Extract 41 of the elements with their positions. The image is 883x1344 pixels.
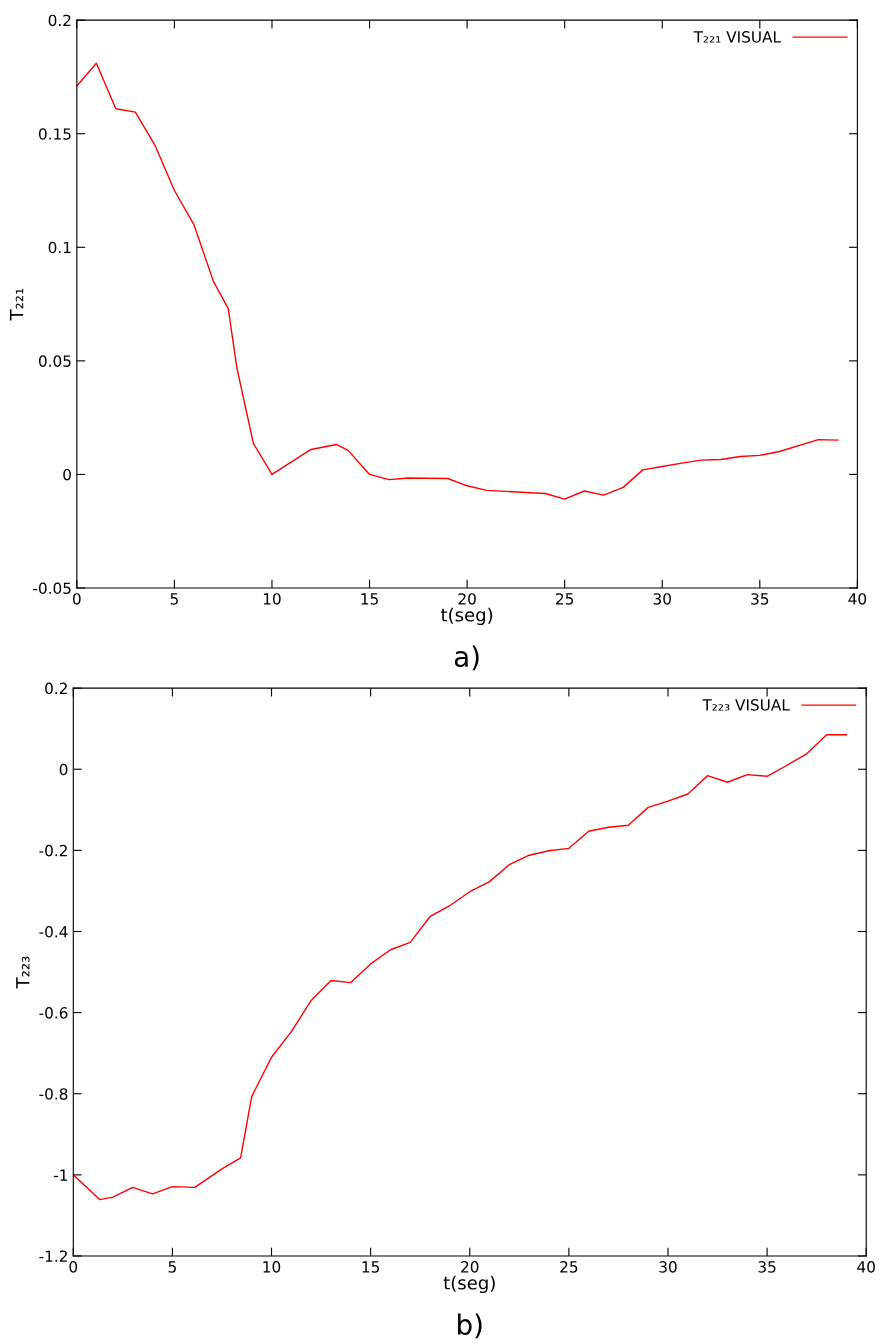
x-tick-label: 35	[751, 593, 769, 605]
x-tick-label: 0	[72, 593, 81, 605]
y-tick-label: 0	[59, 763, 68, 776]
x-tick-label: 15	[362, 1261, 380, 1273]
y-axis-title: T₂₂₁	[9, 288, 24, 321]
y-tick-label: 0.2	[48, 14, 71, 27]
y-tick-label: 0.15	[38, 128, 71, 140]
y-tick-label: -0.2	[39, 844, 67, 857]
y-tick-label: -0.05	[33, 582, 71, 595]
x-tick-label: 30	[659, 1261, 677, 1273]
x-tick-label: 20	[458, 593, 476, 605]
line-series	[73, 734, 848, 1201]
x-axis-title: t(seg)	[443, 1275, 495, 1294]
y-tick-label: -1	[53, 1169, 68, 1181]
y-tick-label: -1.2	[39, 1250, 67, 1262]
y-tick-label: -0.8	[39, 1088, 68, 1100]
y-tick-label: 0.2	[45, 682, 67, 695]
x-tick-label: 30	[653, 593, 671, 605]
y-axis-title: T₂₂₃	[16, 956, 30, 989]
y-tick-label: 0.1	[48, 241, 71, 254]
x-tick-label: 10	[263, 1261, 281, 1273]
text: a)	[454, 645, 479, 671]
line-series	[76, 62, 839, 500]
x-tick-label: 5	[168, 1261, 176, 1273]
y-tick-label: 0.05	[38, 355, 71, 367]
x-tick-label: 5	[170, 593, 178, 605]
x-tick-label: 25	[556, 593, 574, 605]
y-tick-label: -0.4	[39, 925, 68, 938]
x-tick-label: 40	[848, 593, 867, 605]
x-tick-label: 20	[461, 1261, 479, 1273]
y-tick-label: 0	[63, 468, 71, 481]
x-tick-label: 25	[560, 1261, 578, 1273]
legend-label: T₂₂₃ VISUAL	[702, 699, 790, 711]
text: b)	[458, 1313, 482, 1339]
legend-label: T₂₂₁ VISUAL	[693, 31, 781, 43]
x-tick-label: 40	[857, 1261, 875, 1273]
x-tick-label: 15	[361, 593, 378, 605]
y-tick-label: -0.6	[39, 1007, 68, 1019]
x-tick-label: 35	[758, 1261, 776, 1273]
x-tick-label: 10	[263, 593, 281, 605]
x-axis-title: t(seg)	[441, 607, 493, 626]
